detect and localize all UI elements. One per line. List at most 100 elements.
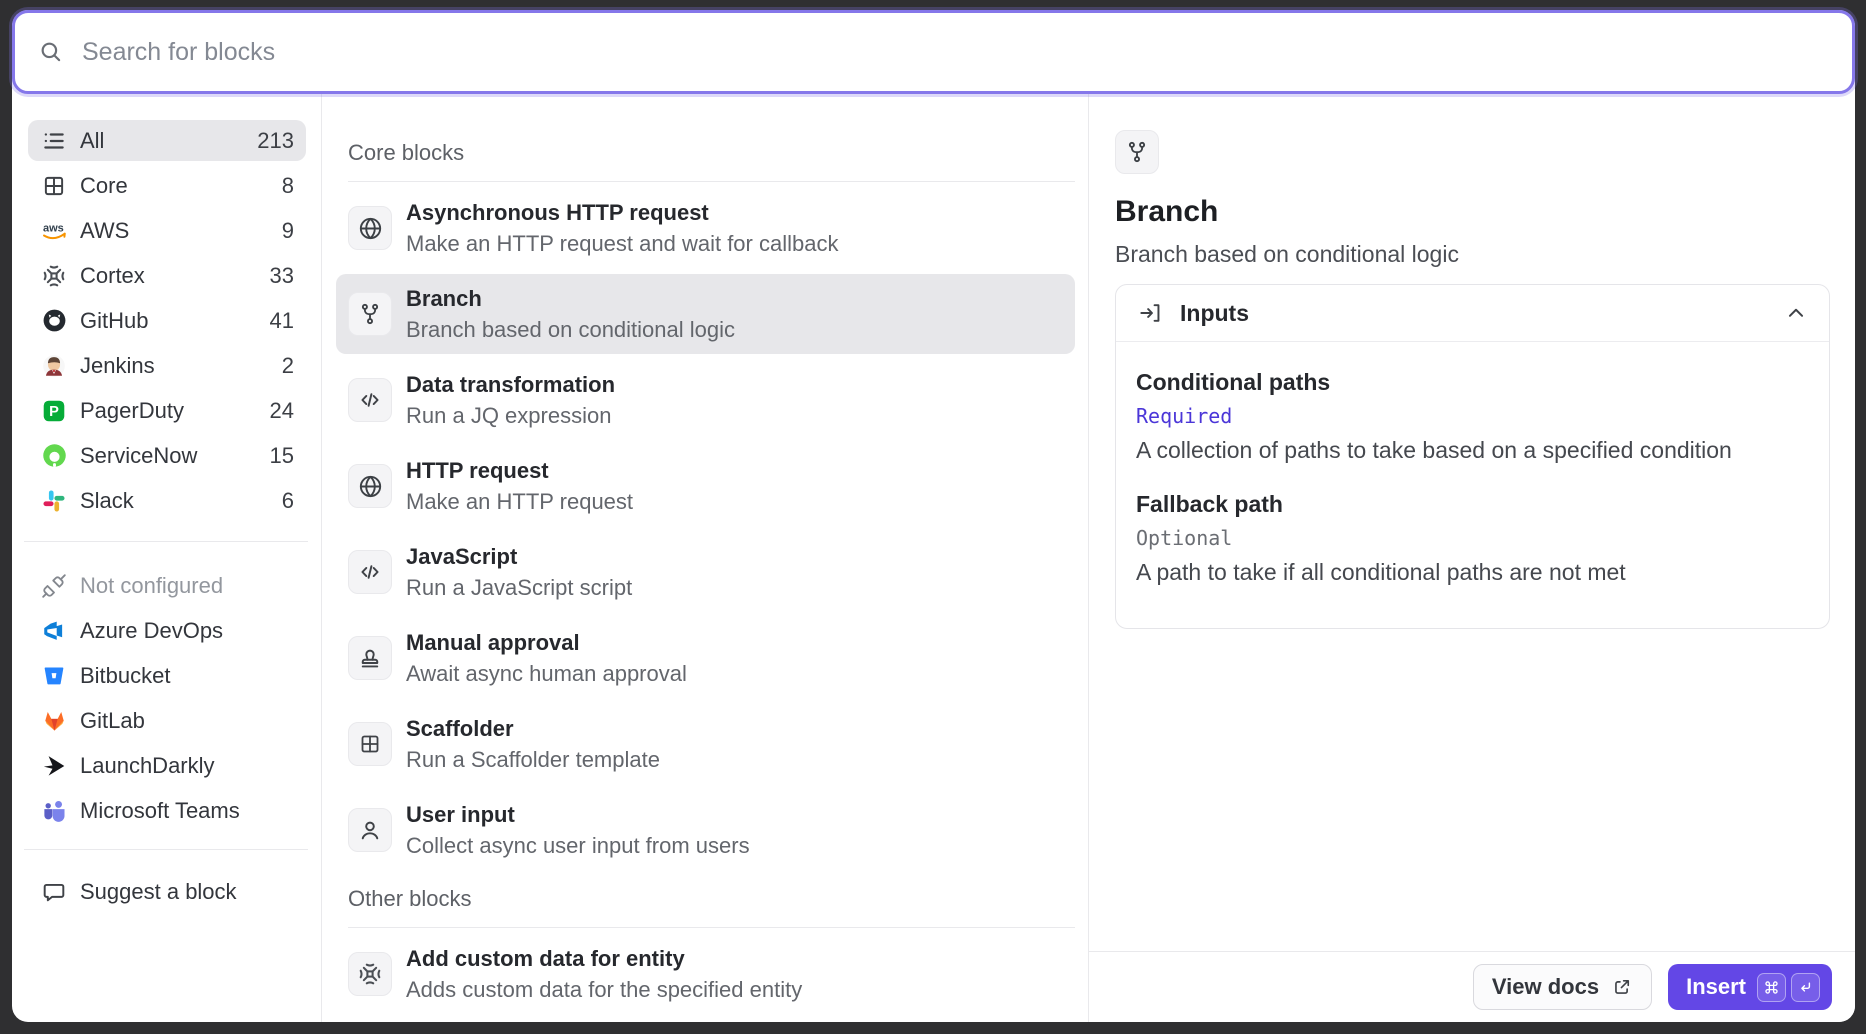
sidebar-item-microsoft-teams[interactable]: Microsoft Teams [28, 790, 306, 831]
sidebar-divider [24, 849, 308, 850]
sidebar-item-label: Bitbucket [80, 662, 171, 688]
block-item-text: Add custom data for entity Adds custom da… [406, 946, 802, 1003]
github-icon [40, 307, 68, 335]
block-iconbox [348, 378, 392, 422]
inputs-card-header: Inputs [1116, 285, 1829, 342]
sidebar-item-core[interactable]: Core 8 [28, 165, 306, 206]
block-item-user-input[interactable]: User input Collect async user input from … [336, 790, 1075, 870]
speech-bubble-icon [40, 878, 68, 906]
field-description: A collection of paths to take based on a… [1136, 437, 1732, 463]
sidebar-item-azure-devops[interactable]: Azure DevOps [28, 610, 306, 651]
input-field-fallback-path: Fallback path Optional A path to take if a… [1136, 490, 1809, 586]
sidebar-item-label: GitLab [80, 707, 145, 733]
block-item-text: User input Collect async user input from … [406, 802, 750, 859]
inputs-card-title: Inputs [1180, 299, 1249, 326]
block-item-text: JavaScript Run a JavaScript script [406, 544, 632, 601]
globe-icon [356, 472, 384, 500]
search-bar [12, 10, 1855, 94]
block-item-title: Asynchronous HTTP request [406, 199, 709, 225]
view-docs-label: View docs [1491, 974, 1600, 999]
section-divider [348, 927, 1075, 928]
bitbucket-icon [40, 662, 68, 690]
field-name: Conditional paths [1136, 369, 1331, 395]
sidebar-divider [24, 541, 308, 542]
sidebar-item-label: Core [80, 172, 128, 198]
insert-button[interactable]: Insert [1668, 964, 1832, 1010]
sidebar-item-count: 2 [281, 352, 294, 378]
cortex-icon [356, 960, 384, 988]
sidebar-item-count: 8 [281, 172, 294, 198]
sidebar-item-bitbucket[interactable]: Bitbucket [28, 655, 306, 696]
sidebar-item-gitlab[interactable]: GitLab [28, 700, 306, 741]
sidebar-item-pagerduty[interactable]: P PagerDuty 24 [28, 390, 306, 431]
sidebar-item-aws[interactable]: aws AWS 9 [28, 210, 306, 251]
block-item-title: Manual approval [406, 629, 580, 655]
cortex-icon [40, 262, 68, 290]
sidebar-item-launchdarkly[interactable]: LaunchDarkly [28, 745, 306, 786]
block-item-description: Run a JavaScript script [406, 574, 633, 600]
block-item-javascript[interactable]: JavaScript Run a JavaScript script [336, 532, 1075, 612]
block-item-manual-approval[interactable]: Manual approval Await async human approva… [336, 618, 1075, 698]
servicenow-icon [40, 442, 68, 470]
sidebar-item-github[interactable]: GitHub 41 [28, 300, 306, 341]
unplug-icon [40, 572, 68, 600]
view-docs-button[interactable]: View docs [1472, 964, 1653, 1010]
branch-icon [356, 300, 384, 328]
sidebar-item-count: 33 [269, 262, 294, 288]
search-input[interactable] [80, 36, 1830, 68]
block-item-title: Scaffolder [406, 715, 514, 741]
table-icon [356, 730, 384, 758]
sidebar-item-label: GitHub [80, 307, 149, 333]
sidebar-item-jenkins[interactable]: Jenkins 2 [28, 345, 306, 386]
block-item-description: Branch based on conditional logic [406, 316, 736, 342]
category-sidebar: All 213 Core 8 aws AWS 9 Cortex 33 GitHub 41 Jenkin… [12, 94, 322, 1022]
pagerduty-icon: P [40, 397, 68, 425]
block-item-data-transformation[interactable]: Data transformation Run a JQ expression [336, 360, 1075, 440]
block-item-scaffolder[interactable]: Scaffolder Run a Scaffolder template [336, 704, 1075, 784]
sidebar-item-cortex[interactable]: Cortex 33 [28, 255, 306, 296]
block-item-branch[interactable]: Branch Branch based on conditional logic [336, 274, 1075, 354]
svg-text:aws: aws [43, 222, 64, 234]
block-item-title: Data transformation [406, 371, 616, 397]
field-requirement: Required [1136, 404, 1233, 428]
aws-icon: aws [40, 217, 68, 245]
inputs-card-body: Conditional paths Required A collection of… [1116, 342, 1829, 628]
block-item-text: HTTP request Make an HTTP request [406, 458, 633, 515]
block-iconbox [348, 464, 392, 508]
sidebar-item-label: ServiceNow [80, 442, 198, 468]
detail-block-description: Branch based on conditional logic [1115, 241, 1459, 267]
blocks-list: Core blocks Asynchronous HTTP request Make… [322, 94, 1089, 1022]
svg-text:P: P [49, 404, 59, 420]
sidebar-item-all[interactable]: All 213 [28, 120, 306, 161]
sidebar-item-servicenow[interactable]: ServiceNow 15 [28, 435, 306, 476]
sidebar-item-label: AWS [80, 217, 130, 243]
block-item-add-custom-data-for-entity[interactable]: Add custom data for entity Adds custom da… [336, 934, 1075, 1014]
block-item-text: Asynchronous HTTP request Make an HTTP re… [406, 200, 838, 257]
return-key-chip [1791, 972, 1820, 1002]
block-item-description: Collect async user input from users [406, 832, 750, 858]
chevron-up-icon[interactable] [1783, 300, 1809, 326]
block-item-http-request[interactable]: HTTP request Make an HTTP request [336, 446, 1075, 526]
block-item-asynchronous-http-request[interactable]: Asynchronous HTTP request Make an HTTP re… [336, 188, 1075, 268]
sidebar-item-label: Slack [80, 487, 134, 513]
sidebar-item-slack[interactable]: Slack 6 [28, 480, 306, 521]
cmd-key-chip [1757, 972, 1786, 1002]
sidebar-item-label: LaunchDarkly [80, 752, 215, 778]
field-name: Fallback path [1136, 491, 1283, 517]
section-header-core-blocks: Core blocks [348, 140, 465, 165]
sidebar-item-label: PagerDuty [80, 397, 184, 423]
suggest-a-block-button[interactable]: Suggest a block [28, 871, 306, 912]
insert-label: Insert [1686, 974, 1746, 999]
block-iconbox [348, 952, 392, 996]
sidebar-item-label: Not configured [80, 572, 224, 598]
sidebar-item-count: 9 [281, 217, 294, 243]
field-description: A path to take if all conditional paths … [1136, 559, 1626, 585]
stamp-icon [356, 644, 384, 672]
sidebar-item-label: All [80, 127, 105, 153]
gitlab-icon [40, 707, 68, 735]
block-iconbox [348, 550, 392, 594]
launchdarkly-icon [40, 752, 68, 780]
code-icon [356, 558, 384, 586]
input-arrow-icon [1136, 299, 1164, 327]
